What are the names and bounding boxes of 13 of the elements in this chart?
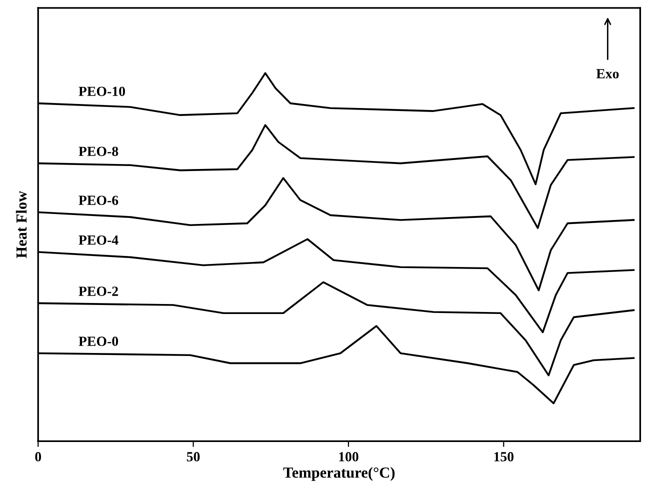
x-tick-label: 50	[186, 452, 200, 462]
series-label: PEO-6	[78, 196, 118, 206]
series-label: PEO-2	[78, 286, 118, 296]
x-tick-label: 150	[494, 452, 514, 462]
x-tick-label: 0	[35, 452, 42, 462]
x-axis-title: Temperature(°C)	[283, 467, 395, 481]
y-axis-title: Heat Flow	[16, 190, 27, 258]
series-label: PEO-8	[78, 146, 118, 156]
x-tick-label: 100	[339, 452, 358, 462]
series-label: PEO-4	[78, 235, 118, 245]
series-label: PEO-10	[78, 86, 125, 96]
series-label: PEO-0	[78, 336, 118, 346]
annotation: Exo	[596, 69, 619, 78]
